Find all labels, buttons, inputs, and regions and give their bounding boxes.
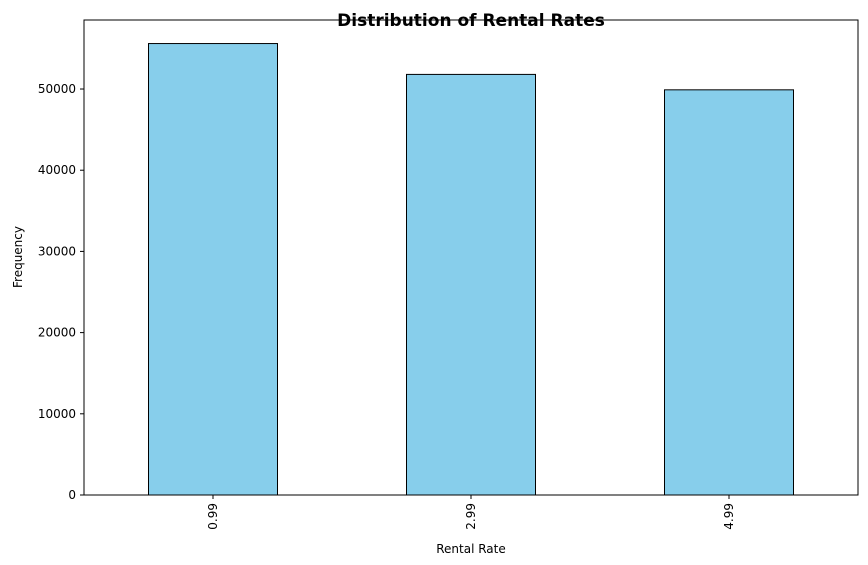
chart-title: Distribution of Rental Rates: [337, 11, 605, 31]
y-tick-label: 0: [68, 488, 76, 502]
y-axis: 0 10000 20000 30000 40000 50000: [38, 82, 84, 502]
y-tick-label: 10000: [38, 407, 76, 421]
x-tick-label: 0.99: [206, 503, 220, 530]
bar-0-99: [148, 43, 278, 496]
y-axis-label: Frequency: [11, 226, 25, 288]
y-tick-label: 50000: [38, 82, 76, 96]
y-tick-label: 20000: [38, 326, 76, 340]
x-axis-label: Rental Rate: [436, 542, 506, 556]
bar-2-99: [406, 73, 536, 496]
bar-4-99: [664, 89, 794, 496]
y-tick-label: 30000: [38, 244, 76, 258]
y-tick-label: 40000: [38, 163, 76, 177]
bars-group: [148, 43, 794, 496]
x-tick-label: 4.99: [722, 503, 736, 530]
x-tick-label: 2.99: [464, 503, 478, 530]
x-axis: 0.99 2.99 4.99: [206, 495, 736, 530]
